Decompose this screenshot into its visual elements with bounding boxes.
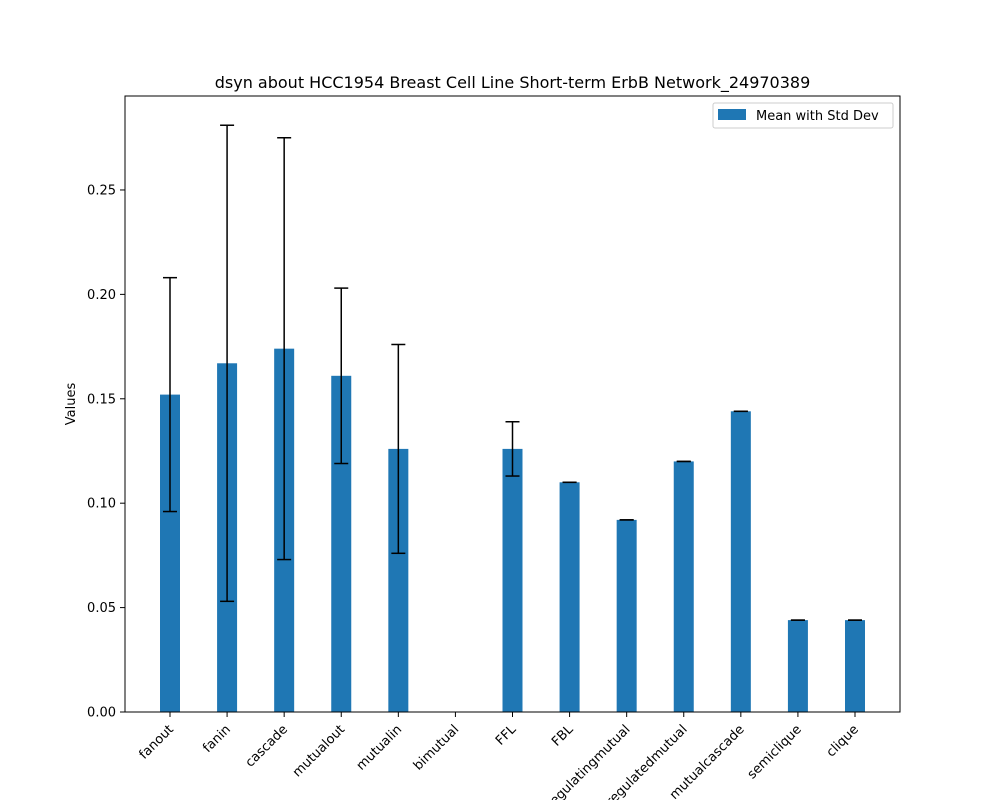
errorbar-fanout: [163, 276, 177, 513]
bar-mutualin: [388, 448, 409, 712]
bars-layer: [160, 348, 865, 712]
errorbars-layer: [163, 124, 862, 621]
chart-title: dsyn about HCC1954 Breast Cell Line Shor…: [215, 73, 811, 93]
plot-frame: [124, 95, 901, 713]
y-tick-label: 0.05: [87, 601, 116, 616]
errorbar-fanin: [220, 124, 235, 603]
legend-swatch: [718, 109, 746, 120]
y-tick-label: 0.15: [87, 392, 116, 407]
legend: Mean with Std Dev: [712, 102, 894, 129]
bar-mutualout: [331, 375, 352, 712]
bar-regulatingmutual: [616, 519, 637, 712]
bar-fanout: [160, 394, 180, 712]
legend-label: Mean with Std Dev: [756, 109, 879, 124]
y-tick-label: 0.20: [87, 288, 116, 303]
bar-regulatedmutual: [673, 461, 694, 712]
bar-FBL: [559, 482, 580, 712]
errorbar-mutualout: [334, 287, 349, 465]
bar-clique: [845, 620, 865, 712]
errorbar-cascade: [277, 137, 292, 561]
y-tick-label: 0.25: [87, 183, 116, 198]
bar-FFL: [502, 448, 523, 712]
errorbar-FFL: [505, 420, 520, 477]
y-tick-label: 0.00: [87, 706, 116, 721]
y-axis-label: Values: [64, 383, 79, 426]
legend-box: [712, 102, 894, 129]
errorbar-mutualin: [391, 343, 406, 555]
bar-semiclique: [787, 620, 808, 712]
y-tick-label: 0.10: [87, 497, 116, 512]
y-axis-ticks: 0.00 0.05 0.10 0.15 0.20 0.25: [87, 183, 125, 721]
bar-mutualcascade: [730, 411, 751, 712]
